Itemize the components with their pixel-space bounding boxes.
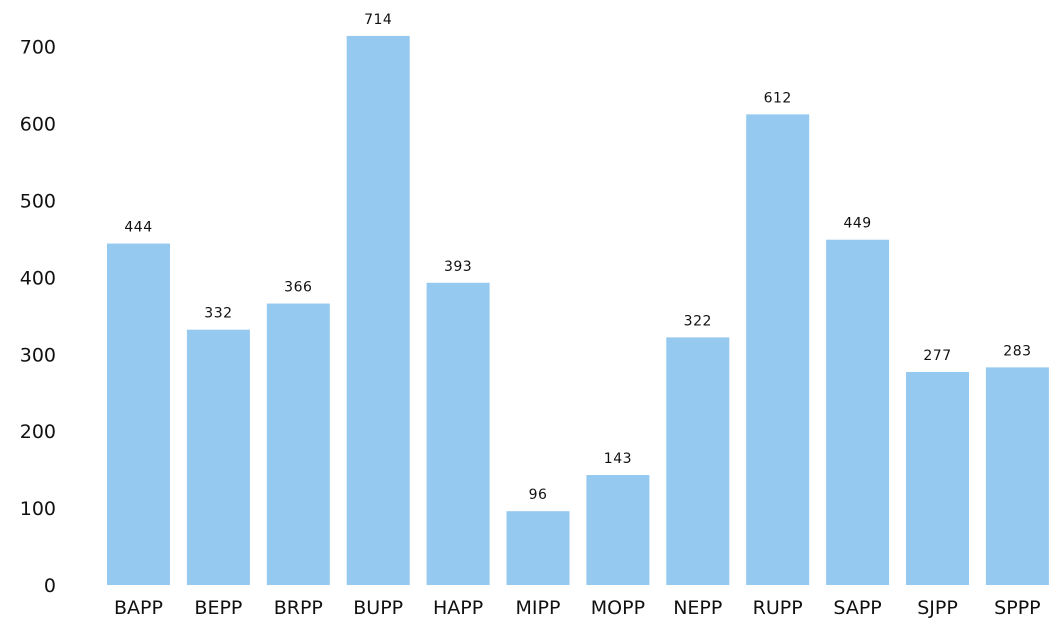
x-tick-label: BRPP [274, 597, 323, 619]
data-label: 366 [284, 280, 312, 296]
x-tick-label: NEPP [673, 597, 722, 619]
x-axis: BAPP BEPP BRPP BUPP HAPP MIPP MOPP NEPP RUPP SAPP… [114, 597, 1041, 619]
bar-nepp [666, 337, 730, 585]
bars [107, 35, 1049, 585]
y-tick-label: 600 [20, 114, 56, 136]
bar-rupp [746, 114, 810, 585]
bar-sapp [826, 239, 890, 585]
data-label: 143 [604, 451, 632, 467]
bar-brpp [266, 303, 330, 585]
x-tick-label: HAPP [433, 597, 483, 619]
data-label: 277 [923, 348, 951, 364]
bar-sjpp [906, 371, 969, 585]
bar-happ [426, 282, 490, 585]
data-label: 714 [364, 12, 392, 28]
x-tick-label: BAPP [114, 597, 163, 619]
data-labels: 444 332 366 714 393 96 143 322 612 449 277 283 [124, 12, 1031, 503]
data-label: 96 [529, 487, 548, 503]
y-tick-label: 0 [44, 575, 56, 597]
x-tick-label: BEPP [194, 597, 242, 619]
y-tick-label: 100 [20, 498, 56, 520]
bar-bupp [346, 35, 410, 585]
y-axis: 0 100 200 300 400 500 600 700 [20, 37, 56, 597]
bar-mopp [586, 475, 650, 585]
data-label: 332 [204, 306, 232, 322]
bar-sppp [985, 367, 1049, 585]
x-tick-label: SPPP [994, 597, 1040, 619]
x-tick-label: MOPP [591, 597, 645, 619]
bar-bapp [107, 243, 170, 585]
data-label: 444 [124, 220, 152, 236]
data-label: 449 [843, 216, 871, 232]
y-tick-label: 200 [20, 421, 56, 443]
data-label: 322 [684, 313, 712, 329]
x-tick-label: RUPP [753, 597, 803, 619]
y-tick-label: 300 [20, 344, 56, 366]
data-label: 612 [764, 90, 792, 106]
data-label: 393 [444, 259, 472, 275]
y-tick-label: 400 [20, 267, 56, 289]
x-tick-label: SAPP [833, 597, 881, 619]
x-tick-label: MIPP [516, 597, 561, 619]
bar-bepp [186, 329, 250, 585]
x-tick-label: SJPP [917, 597, 958, 619]
y-tick-label: 500 [20, 191, 56, 213]
data-label: 283 [1003, 343, 1031, 359]
bar-mipp [506, 511, 570, 585]
x-tick-label: BUPP [353, 597, 403, 619]
y-tick-label: 700 [20, 37, 56, 59]
